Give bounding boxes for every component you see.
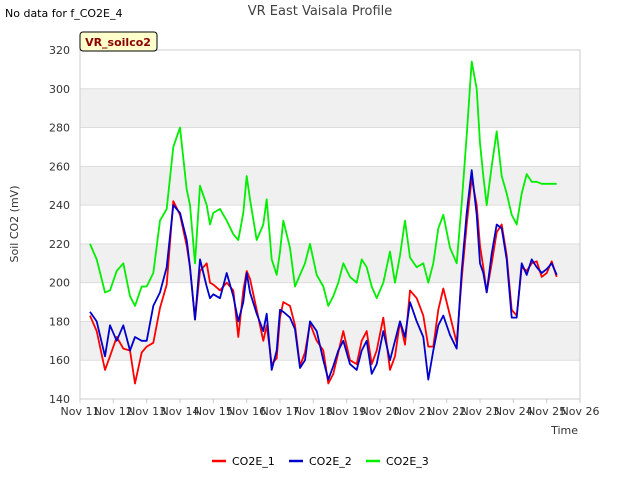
x-tick-label: Nov 17 bbox=[261, 405, 300, 418]
y-tick-label: 200 bbox=[49, 277, 70, 290]
y-tick-label: 280 bbox=[49, 122, 70, 135]
x-tick-label: Nov 18 bbox=[294, 405, 333, 418]
x-tick-label: Nov 13 bbox=[127, 405, 166, 418]
grid-band bbox=[80, 321, 580, 361]
chart-title: VR East Vaisala Profile bbox=[247, 4, 393, 19]
y-tick-label: 180 bbox=[49, 315, 70, 328]
series-line-co2e_2 bbox=[89, 169, 558, 381]
legend-item-co2e_2: CO2E_2 bbox=[289, 455, 352, 468]
x-tick-label: Nov 15 bbox=[194, 405, 233, 418]
series-line-co2e_3 bbox=[89, 60, 557, 307]
x-tick-label: Nov 24 bbox=[494, 405, 533, 418]
y-tick-label: 320 bbox=[49, 44, 70, 57]
y-tick-label: 160 bbox=[49, 354, 70, 367]
plot-frame bbox=[79, 49, 581, 400]
grid-band bbox=[80, 166, 580, 206]
x-tick-label: Nov 20 bbox=[361, 405, 400, 418]
y-tick-label: 220 bbox=[49, 238, 70, 251]
y-tick-label: 240 bbox=[49, 199, 70, 212]
legend-label: CO2E_1 bbox=[232, 455, 275, 468]
grid-band bbox=[80, 88, 580, 128]
x-tick-label: Nov 21 bbox=[394, 405, 433, 418]
legend-label: CO2E_3 bbox=[386, 455, 429, 468]
x-axis-title: Time bbox=[550, 424, 578, 437]
legend: CO2E_1 CO2E_2 CO2E_3 bbox=[212, 455, 429, 468]
x-tick-label: Nov 23 bbox=[461, 405, 500, 418]
y-tick-label: 260 bbox=[49, 160, 70, 173]
x-tick-label: Nov 25 bbox=[527, 405, 566, 418]
x-tick-label: Nov 22 bbox=[427, 405, 466, 418]
y-tick-label: 300 bbox=[49, 83, 70, 96]
x-tick-label: Nov 11 bbox=[61, 405, 100, 418]
x-tick-label: Nov 19 bbox=[327, 405, 366, 418]
no-data-note: No data for f_CO2E_4 bbox=[5, 7, 123, 20]
x-tick-label: Nov 12 bbox=[94, 405, 133, 418]
x-tick-label: Nov 16 bbox=[227, 405, 266, 418]
legend-badge-label: VR_soilco2 bbox=[85, 36, 151, 49]
x-tick-label: Nov 14 bbox=[161, 405, 200, 418]
y-axis-title: Soil CO2 (mV) bbox=[8, 186, 21, 263]
legend-item-co2e_1: CO2E_1 bbox=[212, 455, 275, 468]
legend-label: CO2E_2 bbox=[309, 455, 352, 468]
legend-badge: VR_soilco2 bbox=[79, 31, 158, 52]
y-tick-label: 140 bbox=[49, 393, 70, 406]
legend-item-co2e_3: CO2E_3 bbox=[366, 455, 429, 468]
grid-band bbox=[80, 243, 580, 283]
x-tick-label: Nov 26 bbox=[561, 405, 600, 418]
